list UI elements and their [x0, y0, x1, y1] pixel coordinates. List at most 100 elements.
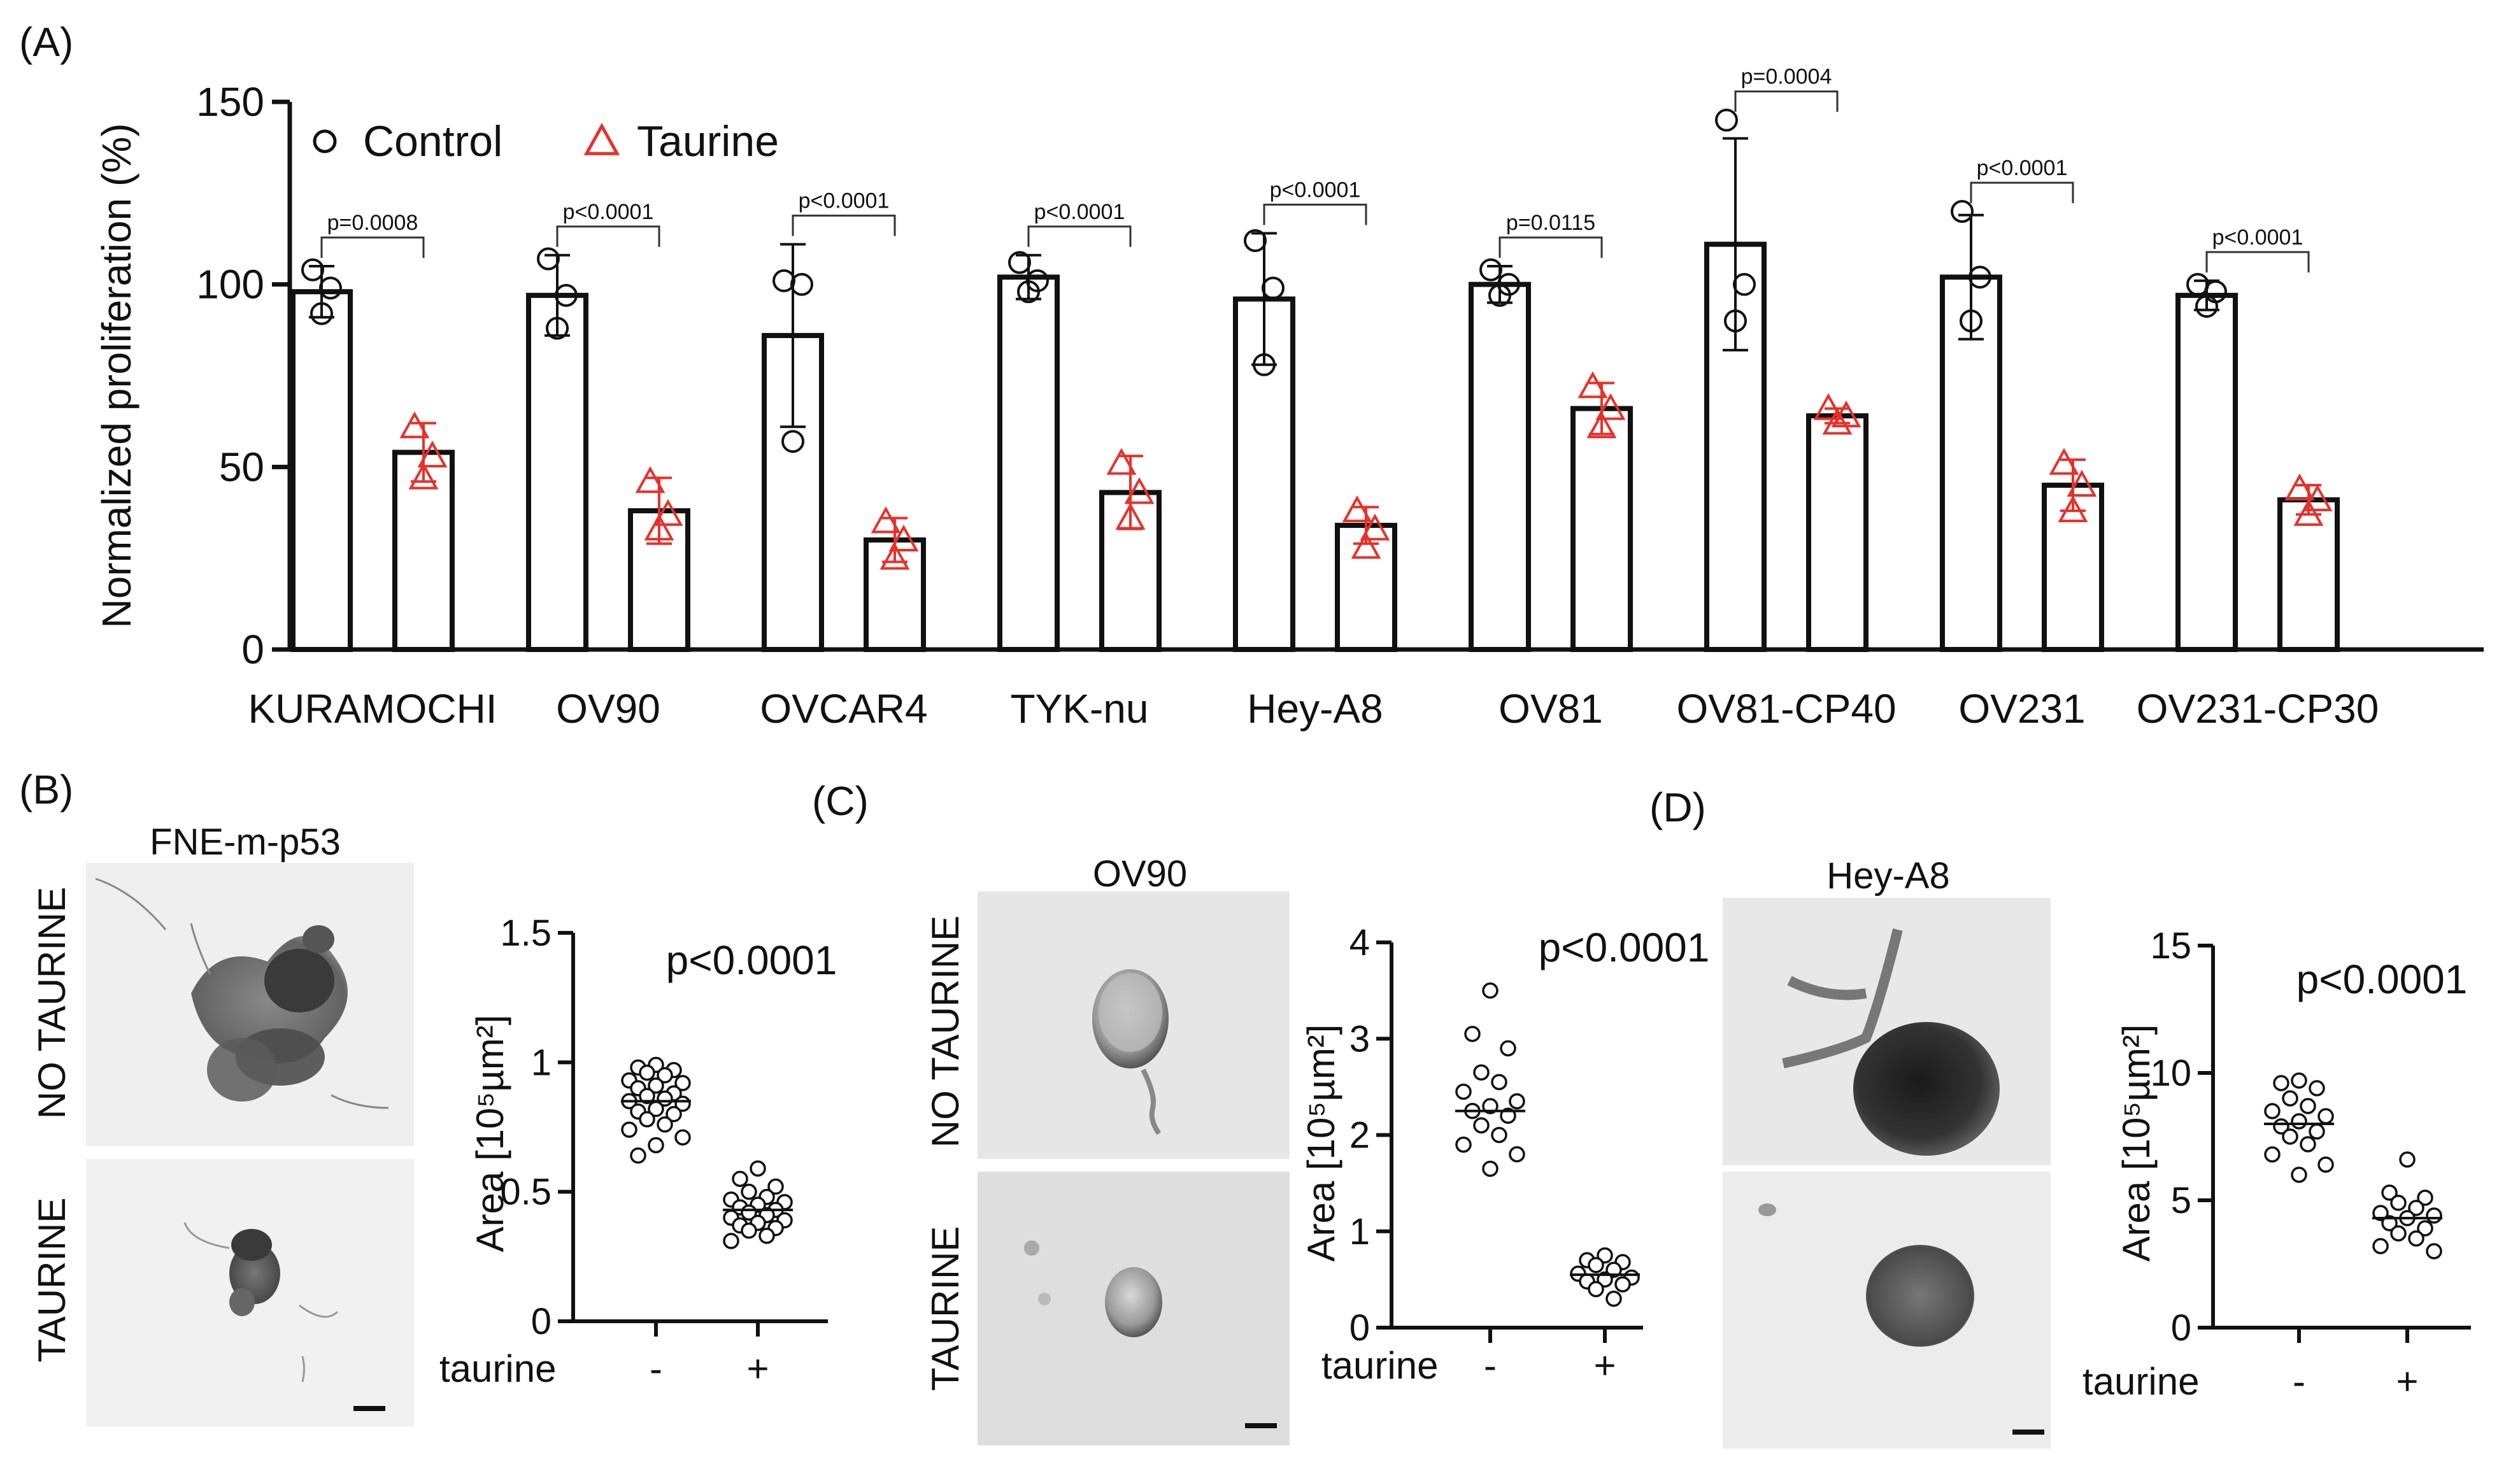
y-tick-label: 1	[531, 1042, 552, 1083]
data-point-control	[781, 430, 804, 453]
y-tick-label: 100	[196, 262, 264, 308]
row-label-c-taurine: TAURINE	[924, 1226, 967, 1391]
data-point-taurine	[635, 466, 666, 493]
data-point	[2426, 1207, 2442, 1224]
data-point	[1509, 1093, 1525, 1110]
y-tick-label: 3	[1349, 1018, 1370, 1060]
panel-letter-a: (A)	[19, 19, 73, 65]
data-point	[758, 1228, 775, 1244]
data-point-control	[1960, 309, 1983, 332]
data-point-taurine	[1813, 393, 1844, 420]
data-point	[2264, 1146, 2281, 1163]
data-point-taurine	[1595, 393, 1626, 420]
p-value-label: p<0.0001	[1977, 156, 2068, 180]
group-label: taurine	[2082, 1360, 2199, 1403]
p-value-label: p=0.0008	[327, 211, 418, 235]
legend-marker-taurine	[583, 122, 620, 155]
data-point	[2291, 1113, 2307, 1130]
y-axis-label: Normalized proliferation (%)	[94, 123, 139, 628]
p-value-label: p=0.0115	[1506, 211, 1595, 235]
row-label-c-no-taurine: NO TAURINE	[924, 916, 967, 1147]
data-point-control	[546, 316, 569, 340]
data-point	[732, 1170, 748, 1188]
y-tick-label: 15	[2150, 925, 2191, 967]
bar-control	[2175, 292, 2238, 653]
data-point	[1597, 1247, 1613, 1264]
x-category-label: OV90	[556, 686, 660, 732]
significance-bracket	[2205, 251, 2310, 273]
significance-bracket	[792, 215, 896, 236]
data-point-control	[1017, 280, 1040, 304]
p-value-label: p<0.0001	[1539, 925, 1710, 970]
data-point-control	[555, 283, 578, 307]
data-point	[2408, 1200, 2424, 1216]
data-point	[621, 1121, 637, 1138]
data-point-taurine	[2049, 448, 2079, 475]
micrograph-c-taurine	[978, 1172, 1290, 1445]
x-category-label: Hey-A8	[1247, 686, 1383, 732]
data-point	[657, 1067, 673, 1084]
data-point	[2291, 1072, 2307, 1089]
y-tick-label: 50	[219, 444, 264, 490]
data-point-taurine	[417, 441, 448, 468]
bar-taurine	[2277, 497, 2340, 653]
data-point-taurine	[1586, 411, 1617, 439]
data-point-taurine	[653, 499, 683, 526]
data-point	[2390, 1225, 2407, 1242]
data-point	[2291, 1167, 2307, 1183]
data-point-taurine	[879, 543, 910, 570]
legend-label-control: Control	[363, 117, 502, 166]
data-point	[2282, 1128, 2298, 1145]
bar-taurine	[1806, 413, 1869, 652]
data-point-control	[319, 276, 342, 300]
legend-label-taurine: Taurine	[637, 117, 779, 166]
data-point-taurine	[871, 506, 901, 534]
data-point	[2317, 1108, 2334, 1125]
y-tick-label: 0	[1349, 1307, 1370, 1349]
data-point-control	[1479, 258, 1502, 281]
data-point-control	[1733, 273, 1756, 296]
data-point-control	[2195, 295, 2218, 318]
significance-bracket	[1970, 181, 2074, 203]
data-point	[1482, 1160, 1498, 1177]
data-point-taurine	[2067, 469, 2097, 497]
p-value-label: p<0.0001	[1270, 178, 1361, 202]
y-tick-label: 0	[241, 627, 264, 672]
data-point-control	[1968, 266, 1991, 289]
data-point	[1473, 1064, 1490, 1081]
data-point	[1509, 1146, 1525, 1163]
data-point	[1588, 1256, 1604, 1274]
data-point-taurine	[644, 513, 674, 541]
data-point-control	[310, 302, 333, 325]
bar-taurine	[392, 450, 455, 653]
data-point-control	[1488, 283, 1511, 307]
y-axis-label: Area [10⁵µm²]	[2115, 1025, 2158, 1262]
significance-bracket	[1263, 203, 1367, 225]
x-category-label: OVCAR4	[760, 686, 927, 732]
data-point	[2273, 1075, 2289, 1091]
x-category-label: -	[2293, 1360, 2305, 1403]
data-point	[674, 1075, 691, 1091]
data-point-taurine	[1115, 502, 1146, 530]
data-point-taurine	[1124, 477, 1155, 504]
data-point	[657, 1116, 673, 1133]
data-point-taurine	[1351, 532, 1381, 559]
y-tick-label: 150	[196, 79, 264, 125]
data-point-taurine	[1577, 371, 1608, 399]
y-axis-label: Area [10⁵µm²]	[1300, 1025, 1342, 1262]
p-value-label: p<0.0001	[2296, 956, 2468, 1002]
data-point	[2300, 1136, 2316, 1153]
data-point	[767, 1178, 784, 1195]
y-tick-label: 1.5	[500, 912, 552, 954]
image-title-b: FNE-m-p53	[150, 821, 341, 863]
data-point	[1473, 1117, 1490, 1134]
data-point	[741, 1222, 757, 1239]
image-title-d: Hey-A8	[1826, 855, 1949, 897]
panel-letter-b: (B)	[19, 767, 73, 813]
data-point	[2372, 1205, 2389, 1221]
x-category-label: -	[650, 1347, 662, 1390]
data-point-taurine	[1342, 495, 1372, 523]
data-point	[1614, 1276, 1631, 1293]
x-category-label: +	[2396, 1360, 2418, 1403]
bar-control	[1940, 274, 2002, 652]
